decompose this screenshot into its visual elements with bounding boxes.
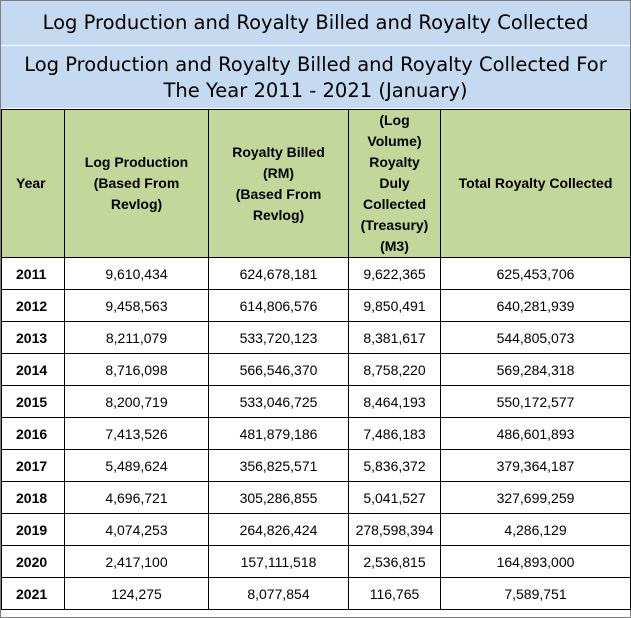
column-header-royalty-duly-collected: (Log Volume) Royalty Duly Collected (Tre… [348,109,441,258]
sub-title-line-1: Log Production and Royalty Billed and Ro… [24,53,607,76]
cell-log-production: 8,200,719 [64,385,209,418]
cell-year: 2017 [1,449,65,482]
cell-year: 2021 [1,577,65,610]
cell-year: 2016 [1,417,65,450]
cell-total-royalty: 640,281,939 [440,289,631,322]
cell-year: 2015 [1,385,65,418]
table-row: 2018 4,696,721 305,286,855 5,041,527 327… [1,481,631,514]
cell-royalty-duly: 5,836,372 [348,449,441,482]
cell-royalty-billed: 566,546,370 [208,353,349,386]
table-row: 2015 8,200,719 533,046,725 8,464,193 550… [1,385,631,418]
cell-year: 2011 [1,257,65,290]
table-row: 2013 8,211,079 533,720,123 8,381,617 544… [1,321,631,354]
table-row: 2014 8,716,098 566,546,370 8,758,220 569… [1,353,631,386]
cell-log-production: 2,417,100 [64,545,209,578]
cell-log-production: 5,489,624 [64,449,209,482]
cell-royalty-duly: 2,536,815 [348,545,441,578]
cell-total-royalty: 7,589,751 [440,577,631,610]
table-row: 2020 2,417,100 157,111,518 2,536,815 164… [1,545,631,578]
cell-royalty-duly: 278,598,394 [348,513,441,546]
cell-royalty-duly: 8,464,193 [348,385,441,418]
cell-total-royalty: 164,893,000 [440,545,631,578]
cell-log-production: 4,696,721 [64,481,209,514]
sub-title: Log Production and Royalty Billed and Ro… [1,46,630,109]
cell-royalty-billed: 533,720,123 [208,321,349,354]
cell-year: 2013 [1,321,65,354]
cell-royalty-billed: 624,678,181 [208,257,349,290]
cell-royalty-duly: 9,850,491 [348,289,441,322]
cell-year: 2012 [1,289,65,322]
cell-log-production: 9,458,563 [64,289,209,322]
table-header-row: Year Log Production (Based From Revlog) … [1,109,631,258]
cell-royalty-billed: 356,825,571 [208,449,349,482]
cell-royalty-duly: 5,041,527 [348,481,441,514]
cell-total-royalty: 625,453,706 [440,257,631,290]
cell-log-production: 8,211,079 [64,321,209,354]
cell-royalty-duly: 8,381,617 [348,321,441,354]
cell-year: 2019 [1,513,65,546]
cell-royalty-billed: 614,806,576 [208,289,349,322]
table-row: 2011 9,610,434 624,678,181 9,622,365 625… [1,257,631,290]
cell-royalty-billed: 533,046,725 [208,385,349,418]
cell-royalty-duly: 9,622,365 [348,257,441,290]
cell-year: 2014 [1,353,65,386]
table-row: 2012 9,458,563 614,806,576 9,850,491 640… [1,289,631,322]
cell-royalty-billed: 8,077,854 [208,577,349,610]
cell-royalty-billed: 157,111,518 [208,545,349,578]
column-header-log-production: Log Production (Based From Revlog) [64,109,209,258]
cell-year: 2018 [1,481,65,514]
cell-total-royalty: 379,364,187 [440,449,631,482]
column-header-total-royalty: Total Royalty Collected [440,109,631,258]
cell-log-production: 4,074,253 [64,513,209,546]
table-row: 2021 124,275 8,077,854 116,765 7,589,751 [1,577,631,610]
cell-total-royalty: 569,284,318 [440,353,631,386]
table-row: 2016 7,413,526 481,879,186 7,486,183 486… [1,417,631,450]
cell-royalty-billed: 481,879,186 [208,417,349,450]
cell-log-production: 8,716,098 [64,353,209,386]
cell-total-royalty: 327,699,259 [440,481,631,514]
main-title: Log Production and Royalty Billed and Ro… [1,1,630,46]
cell-royalty-duly: 116,765 [348,577,441,610]
cell-total-royalty: 550,172,577 [440,385,631,418]
table-row: 2017 5,489,624 356,825,571 5,836,372 379… [1,449,631,482]
cell-log-production: 7,413,526 [64,417,209,450]
cell-royalty-billed: 264,826,424 [208,513,349,546]
column-header-royalty-billed: Royalty Billed (RM) (Based From Revlog) [208,109,349,258]
royalty-table: Year Log Production (Based From Revlog) … [1,109,631,610]
cell-total-royalty: 4,286,129 [440,513,631,546]
cell-royalty-duly: 7,486,183 [348,417,441,450]
cell-log-production: 9,610,434 [64,257,209,290]
cell-royalty-duly: 8,758,220 [348,353,441,386]
cell-total-royalty: 544,805,073 [440,321,631,354]
cell-log-production: 124,275 [64,577,209,610]
cell-year: 2020 [1,545,65,578]
sub-title-line-2: The Year 2011 - 2021 (January) [163,79,468,102]
cell-total-royalty: 486,601,893 [440,417,631,450]
column-header-year: Year [1,109,65,258]
cell-royalty-billed: 305,286,855 [208,481,349,514]
table-row: 2019 4,074,253 264,826,424 278,598,394 4… [1,513,631,546]
